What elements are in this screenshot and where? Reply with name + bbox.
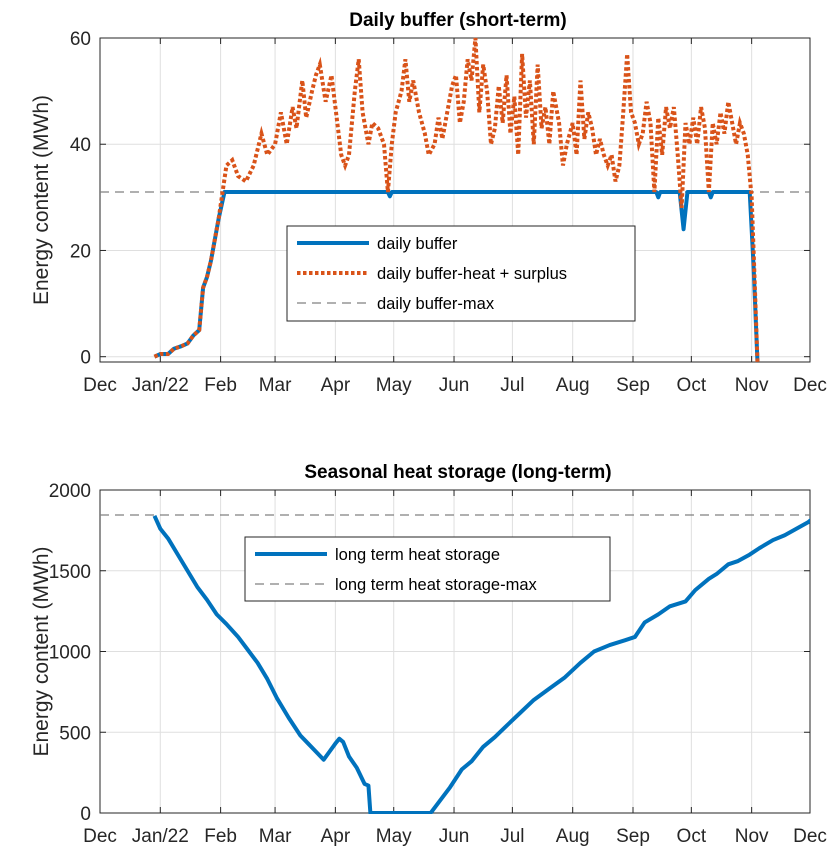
y-tick-label: 1000: [49, 643, 91, 664]
x-tick-label: Mar: [259, 375, 292, 396]
x-tick-label: Jul: [500, 375, 524, 396]
legend: long term heat storage long term heat sto…: [244, 536, 611, 602]
legend-label: long term heat storage-max: [335, 576, 538, 594]
y-tick-label: 60: [70, 29, 91, 50]
chart-panel-1: Dec Jan/22 Feb Mar Apr May Jun Jul Aug Sep Oct Nov D…: [30, 10, 827, 396]
y-tick-label: 2000: [49, 481, 91, 502]
x-tick-label: Sep: [616, 826, 650, 847]
x-tick-label: Jun: [439, 826, 470, 847]
x-tick-label: Dec: [793, 375, 827, 396]
legend-label: daily buffer-heat + surplus: [377, 265, 567, 283]
x-tick-label: Aug: [556, 826, 590, 847]
x-tick-label: May: [376, 826, 412, 847]
x-tick-label: Oct: [677, 826, 707, 847]
x-tick-label: Oct: [677, 375, 707, 396]
series-group: [100, 514, 810, 814]
y-axis-label: Energy content (MWh): [30, 95, 53, 305]
y-tick-label: 20: [70, 241, 91, 262]
x-tick-label: Jan/22: [132, 375, 189, 396]
series-group: [100, 37, 810, 363]
x-tick-label: May: [376, 375, 412, 396]
y-tick-label: 1500: [49, 562, 91, 583]
legend: daily buffer daily buffer-heat + surplus d…: [286, 225, 636, 322]
x-tick-label: Apr: [321, 826, 351, 847]
series-long-term-heat-storage: [152, 515, 810, 814]
x-tick-label: Sep: [616, 375, 650, 396]
x-tick-label: Dec: [83, 826, 117, 847]
y-tick-label: 0: [80, 348, 91, 369]
chart-title: Seasonal heat storage (long-term): [304, 462, 611, 483]
x-tick-label: Jan/22: [132, 826, 189, 847]
plot-area: [99, 37, 811, 363]
y-tick-label: 0: [80, 804, 91, 825]
x-tick-label: Jun: [439, 375, 470, 396]
x-tick-label: Dec: [793, 826, 827, 847]
x-tick-label: Aug: [556, 375, 590, 396]
legend-label: long term heat storage: [335, 546, 500, 564]
x-tick-label: Feb: [204, 826, 237, 847]
x-tick-label: Nov: [735, 375, 769, 396]
chart-title: Daily buffer (short-term): [349, 10, 566, 31]
legend-box: [244, 536, 611, 602]
x-tick-label: Dec: [83, 375, 117, 396]
legend-label: daily buffer-max: [377, 295, 495, 313]
chart-panel-2: Dec Jan/22 Feb Mar Apr May Jun Jul Aug Sep Oct Nov D…: [30, 462, 827, 847]
legend-label: daily buffer: [377, 235, 458, 253]
x-tick-label: Nov: [735, 826, 769, 847]
x-tick-label: Feb: [204, 375, 237, 396]
x-tick-label: Mar: [259, 826, 292, 847]
x-tick-label: Apr: [321, 375, 351, 396]
y-tick-label: 40: [70, 135, 91, 156]
y-axis-label: Energy content (MWh): [30, 546, 53, 756]
y-tick-label: 500: [59, 723, 91, 744]
x-tick-label: Jul: [500, 826, 524, 847]
